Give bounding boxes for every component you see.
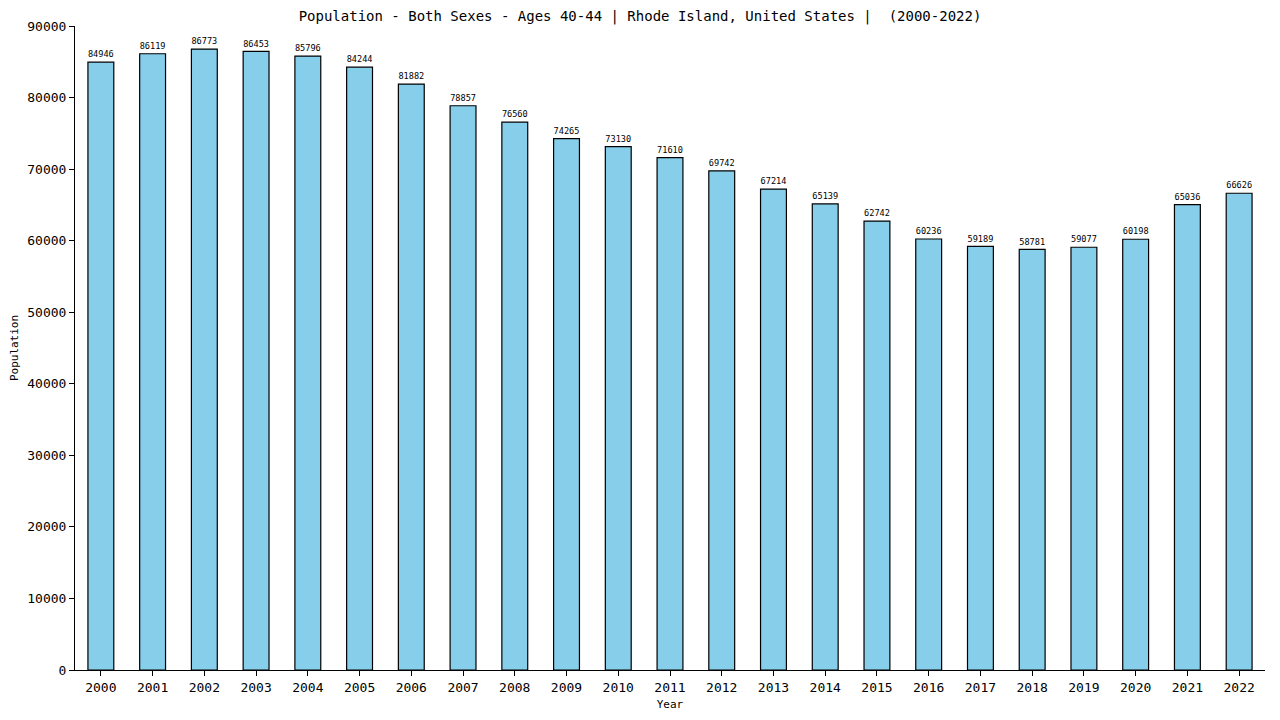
svg-text:10000: 10000 — [27, 591, 66, 606]
svg-text:2004: 2004 — [292, 680, 323, 695]
svg-text:67214: 67214 — [761, 176, 787, 186]
svg-text:81882: 81882 — [398, 71, 424, 81]
svg-text:71610: 71610 — [657, 145, 683, 155]
svg-text:30000: 30000 — [27, 448, 66, 463]
svg-text:2019: 2019 — [1068, 680, 1099, 695]
svg-text:2018: 2018 — [1017, 680, 1048, 695]
svg-text:73130: 73130 — [605, 134, 631, 144]
svg-text:76560: 76560 — [502, 109, 528, 119]
svg-text:2015: 2015 — [861, 680, 892, 695]
svg-text:69742: 69742 — [709, 158, 735, 168]
svg-text:86773: 86773 — [191, 36, 217, 46]
svg-text:Population - Both Sexes - Ages: Population - Both Sexes - Ages 40-44 | R… — [299, 8, 982, 25]
svg-text:59189: 59189 — [968, 234, 994, 244]
svg-text:2014: 2014 — [810, 680, 841, 695]
svg-text:2009: 2009 — [551, 680, 582, 695]
svg-text:2008: 2008 — [499, 680, 530, 695]
svg-text:2016: 2016 — [913, 680, 944, 695]
svg-text:Population: Population — [8, 315, 21, 381]
svg-text:2003: 2003 — [240, 680, 271, 695]
svg-text:60198: 60198 — [1123, 226, 1149, 236]
svg-text:84946: 84946 — [88, 49, 114, 59]
svg-text:65036: 65036 — [1174, 192, 1200, 202]
svg-text:2000: 2000 — [85, 680, 116, 695]
svg-text:40000: 40000 — [27, 376, 66, 391]
svg-text:20000: 20000 — [27, 519, 66, 534]
svg-text:66626: 66626 — [1226, 180, 1252, 190]
svg-text:70000: 70000 — [27, 162, 66, 177]
svg-text:58781: 58781 — [1019, 237, 1045, 247]
svg-text:90000: 90000 — [27, 19, 66, 34]
svg-text:0: 0 — [59, 663, 67, 678]
svg-text:2011: 2011 — [654, 680, 685, 695]
svg-text:2013: 2013 — [758, 680, 789, 695]
svg-text:85796: 85796 — [295, 43, 321, 53]
svg-text:2010: 2010 — [603, 680, 634, 695]
svg-text:74265: 74265 — [554, 126, 580, 136]
svg-text:2012: 2012 — [706, 680, 737, 695]
svg-text:2021: 2021 — [1172, 680, 1203, 695]
svg-text:50000: 50000 — [27, 305, 66, 320]
svg-text:80000: 80000 — [27, 90, 66, 105]
svg-text:59077: 59077 — [1071, 234, 1097, 244]
svg-text:60236: 60236 — [916, 226, 942, 236]
svg-text:86119: 86119 — [140, 41, 166, 51]
svg-text:2001: 2001 — [137, 680, 168, 695]
svg-text:2006: 2006 — [396, 680, 427, 695]
svg-text:2005: 2005 — [344, 680, 375, 695]
svg-text:86453: 86453 — [243, 39, 269, 49]
svg-text:2017: 2017 — [965, 680, 996, 695]
svg-text:84244: 84244 — [347, 54, 373, 64]
svg-text:65139: 65139 — [812, 191, 838, 201]
svg-text:2022: 2022 — [1223, 680, 1254, 695]
svg-text:78857: 78857 — [450, 93, 476, 103]
svg-text:2007: 2007 — [447, 680, 478, 695]
svg-text:60000: 60000 — [27, 233, 66, 248]
svg-text:62742: 62742 — [864, 208, 890, 218]
svg-text:2002: 2002 — [189, 680, 220, 695]
svg-text:Year: Year — [657, 698, 684, 711]
svg-text:2020: 2020 — [1120, 680, 1151, 695]
